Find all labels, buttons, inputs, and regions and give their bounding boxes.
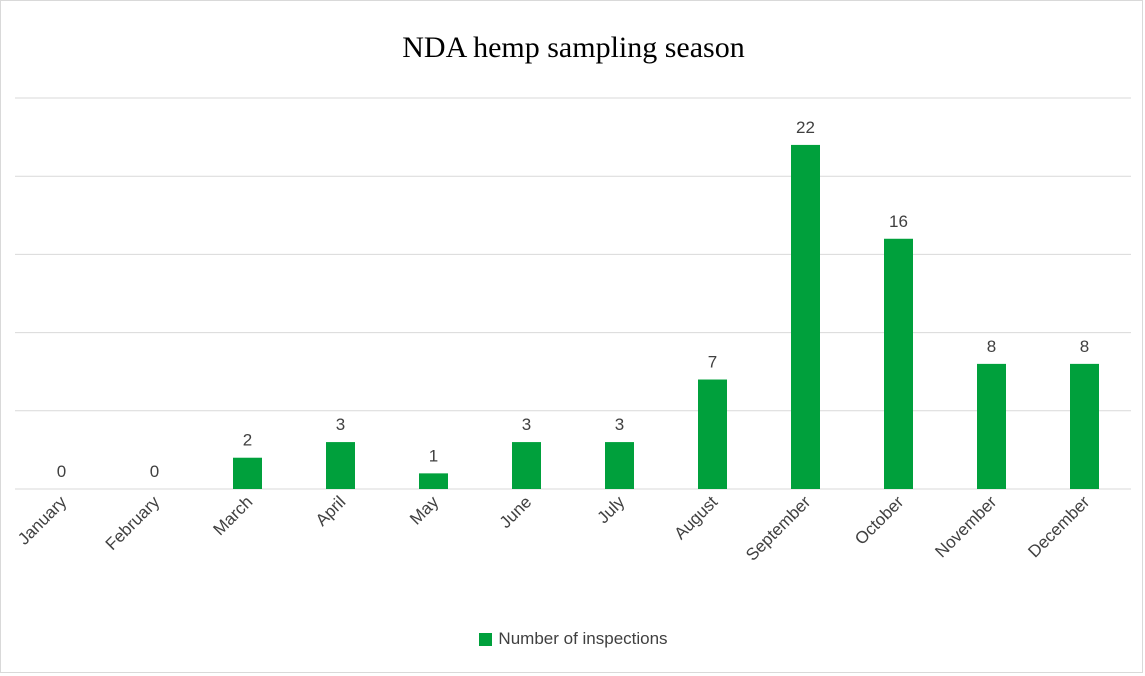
- x-tick-label-may: May: [406, 492, 442, 528]
- value-labels: 0 0 2 3 1 3 3 7 22 16 8 8: [57, 118, 1089, 481]
- bars: [233, 144, 1099, 490]
- bar-june: [512, 442, 541, 489]
- legend-swatch: [479, 632, 493, 646]
- x-tick-label-july: July: [594, 492, 629, 527]
- x-tick-label-march: March: [209, 492, 256, 539]
- legend-label: Number of inspections: [498, 629, 668, 648]
- bar-april: [326, 442, 355, 489]
- x-tick-label-april: April: [312, 492, 349, 529]
- data-label-july: 3: [615, 415, 624, 434]
- bar-november: [977, 363, 1006, 489]
- data-label-september: 22: [796, 118, 815, 137]
- bar-august: [698, 379, 727, 489]
- data-label-april: 3: [336, 415, 345, 434]
- data-label-february: 0: [150, 462, 159, 481]
- x-tick-label-december: December: [1024, 492, 1093, 561]
- bar-may: [419, 473, 448, 489]
- data-label-august: 7: [708, 353, 717, 372]
- data-label-january: 0: [57, 462, 66, 481]
- x-tick-label-january: January: [14, 492, 71, 549]
- bar-july: [605, 442, 634, 489]
- x-tick-label-october: October: [851, 492, 907, 548]
- bar-march: [233, 457, 262, 489]
- legend: Number of inspections: [1, 629, 1145, 649]
- x-tick-labels: January February March April May June July Augu…: [14, 492, 1093, 565]
- data-label-november: 8: [987, 337, 996, 356]
- x-tick-label-september: September: [742, 492, 814, 564]
- bar-september: [791, 144, 820, 490]
- x-tick-label-june: June: [496, 492, 536, 532]
- bar-october: [884, 238, 913, 489]
- x-tick-label-august: August: [670, 492, 721, 543]
- data-label-june: 3: [522, 415, 531, 434]
- bar-december: [1070, 363, 1099, 489]
- chart-title: NDA hemp sampling season: [402, 31, 745, 64]
- data-label-october: 16: [889, 212, 908, 231]
- x-tick-label-november: November: [931, 492, 1000, 561]
- x-tick-label-february: February: [102, 492, 164, 554]
- data-label-december: 8: [1080, 337, 1089, 356]
- gridlines: [15, 97, 1131, 490]
- data-label-may: 1: [429, 446, 438, 465]
- data-label-march: 2: [243, 431, 252, 450]
